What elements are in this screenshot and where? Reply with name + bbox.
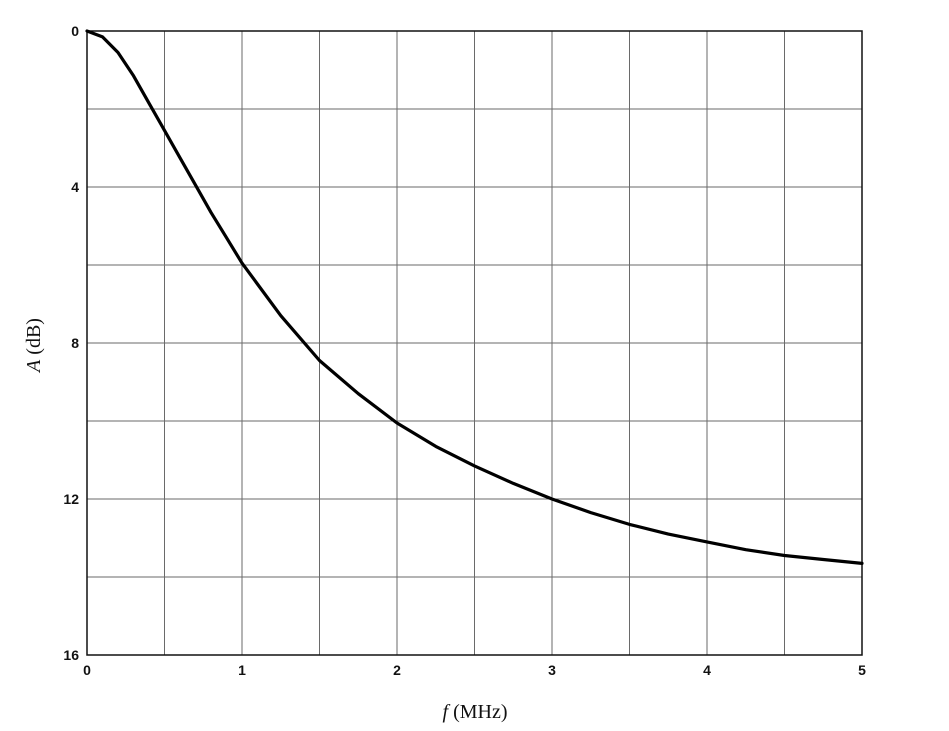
y-axis-unit: (dB) — [23, 318, 45, 355]
plot-border — [86, 30, 863, 656]
y-tick-label: 16 — [63, 647, 79, 663]
x-axis-unit: (MHz) — [453, 701, 507, 723]
x-tick-label: 0 — [83, 662, 91, 678]
attenuation-curve — [85, 29, 864, 565]
y-tick-label: 8 — [71, 335, 79, 351]
x-tick-label: 3 — [548, 662, 556, 678]
x-tick-label: 1 — [238, 662, 246, 678]
y-tick-labels: 0 4 8 12 16 — [63, 23, 79, 663]
plot-frame — [86, 30, 863, 656]
x-axis-symbol: f — [443, 701, 451, 723]
grid-lines — [87, 31, 862, 655]
y-axis-title: A (dB) — [23, 318, 45, 374]
y-axis-symbol: A — [23, 359, 45, 374]
x-tick-labels: 0 1 2 3 4 5 — [83, 662, 866, 678]
x-axis-title: f (MHz) — [443, 701, 508, 723]
y-tick-label: 0 — [71, 23, 79, 39]
y-tick-label: 12 — [63, 491, 79, 507]
series-layer — [85, 29, 864, 565]
x-tick-label: 4 — [703, 662, 711, 678]
x-tick-label: 2 — [393, 662, 401, 678]
x-tick-label: 5 — [858, 662, 866, 678]
y-tick-label: 4 — [71, 179, 79, 195]
